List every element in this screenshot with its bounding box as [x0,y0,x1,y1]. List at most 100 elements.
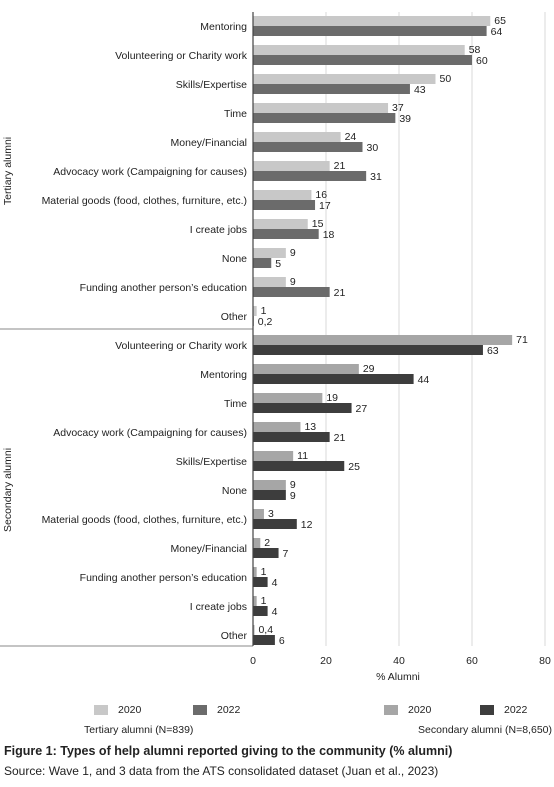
category-label: Money/Financial [171,543,247,555]
bar-2022 [253,606,268,616]
bar-2022 [253,84,410,94]
category-label: None [222,253,247,265]
data-label-2022: 44 [418,374,430,386]
category-label: Advocacy work (Campaigning for causes) [53,166,247,178]
data-label-2020: 37 [392,102,404,114]
bar-2022 [253,345,483,355]
data-label-2022: 4 [272,577,278,589]
bar-2020 [253,567,257,577]
data-label-2020: 0,4 [258,624,273,636]
data-label-2020: 11 [297,450,308,462]
bar-2022 [253,55,472,65]
category-label: Other [221,311,248,323]
bar-2022 [253,490,286,500]
data-label-2020: 2 [264,537,270,549]
bar-2022 [253,26,487,36]
x-tick-label: 80 [539,655,551,667]
category-label: None [222,485,247,497]
data-label-2022: 7 [283,548,289,560]
bar-2020 [253,248,286,258]
bar-2020 [253,596,257,606]
bar-2020 [253,306,257,316]
bar-2020 [253,103,389,113]
bar-2022 [253,635,275,645]
legend-caption: Tertiary alumni (N=839) [84,724,193,736]
bar-2020 [253,16,491,26]
bar-2022 [253,432,330,442]
data-label-2020: 9 [290,247,296,259]
data-label-2022: 43 [414,84,426,96]
bar-2020 [253,422,301,432]
data-label-2022: 5 [275,258,281,270]
data-label-2020: 9 [290,276,296,288]
bar-2020 [253,161,330,171]
category-label: Time [224,108,247,120]
category-label: Material goods (food, clothes, furniture… [42,195,247,207]
category-label: Money/Financial [171,137,247,149]
data-label-2020: 50 [440,73,452,85]
bar-2020 [253,480,286,490]
bar-2020 [253,277,286,287]
legend-label: 2020 [408,704,432,716]
x-tick-label: 60 [466,655,478,667]
data-label-2022: 63 [487,345,499,357]
bar-2022 [253,258,272,268]
category-label: Time [224,398,247,410]
bar-2020 [253,393,323,403]
bar-2020 [253,625,255,635]
figure-source: Source: Wave 1, and 3 data from the ATS … [4,764,439,778]
data-label-2022: 4 [272,606,278,618]
category-label: Skills/Expertise [176,456,247,468]
bar-2022 [253,548,279,558]
x-tick-label: 0 [250,655,256,667]
x-tick-label: 40 [393,655,405,667]
data-label-2022: 27 [356,403,368,415]
data-label-2020: 29 [363,363,375,375]
legend-swatch [94,705,108,715]
group-label: Tertiary alumni [2,137,14,205]
legend-swatch [193,705,207,715]
legend-label: 2022 [217,704,241,716]
data-label-2020: 3 [268,508,274,520]
data-label-2020: 1 [261,305,267,317]
legend-swatch [384,705,398,715]
data-label-2022: 39 [399,113,411,125]
category-label: Funding another person’s education [80,282,248,294]
data-label-2020: 16 [315,189,327,201]
data-label-2022: 12 [301,519,313,531]
data-label-2022: 64 [491,26,503,38]
data-label-2022: 18 [323,229,335,241]
bar-2020 [253,538,261,548]
bar-2020 [253,219,308,229]
data-label-2020: 15 [312,218,324,230]
bar-2022 [253,200,316,210]
legend-swatch [480,705,494,715]
category-label: Volunteering or Charity work [115,50,248,62]
category-label: Advocacy work (Campaigning for causes) [53,427,247,439]
category-label: Material goods (food, clothes, furniture… [42,514,247,526]
bar-2022 [253,577,268,587]
legend-label: 2020 [118,704,142,716]
bar-2022 [253,142,363,152]
data-label-2022: 21 [334,287,346,299]
bar-2020 [253,132,341,142]
category-label: I create jobs [190,224,247,236]
group-label: Secondary alumni [2,448,14,532]
bar-2020 [253,335,513,345]
bar-2020 [253,45,465,55]
x-tick-label: 20 [320,655,332,667]
category-label: Mentoring [200,21,247,33]
bar-2020 [253,190,312,200]
data-label-2022: 31 [370,171,382,183]
bar-2022 [253,519,297,529]
bar-2022 [253,287,330,297]
data-label-2022: 6 [279,635,285,647]
data-label-2022: 0,2 [258,316,273,328]
data-label-2022: 17 [319,200,331,212]
figure-title: Figure 1: Types of help alumni reported … [4,744,453,758]
data-label-2020: 19 [326,392,338,404]
x-axis-title: % Alumni [376,671,420,683]
data-label-2022: 60 [476,55,488,67]
category-label: Funding another person’s education [80,572,248,584]
bar-2020 [253,451,294,461]
